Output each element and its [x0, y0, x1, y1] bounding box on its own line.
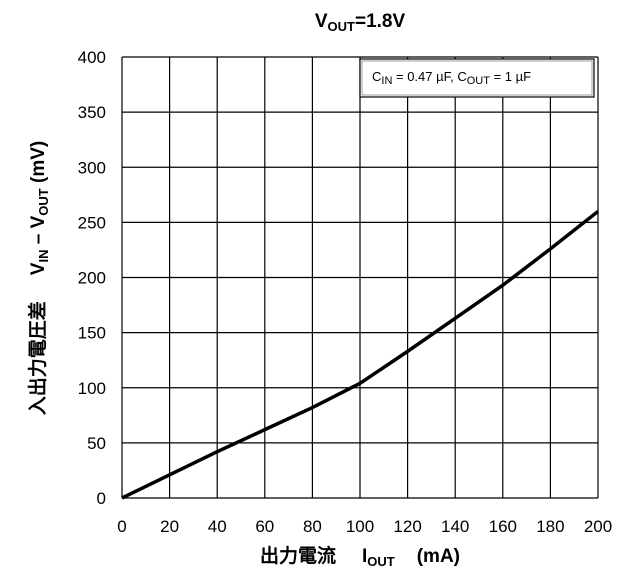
x-tick-label: 100: [346, 517, 374, 536]
data-line: [121, 209, 600, 500]
y-tick-label: 0: [97, 489, 106, 508]
annotation: CIN = 0.47 µF, COUT = 1 µF: [372, 69, 531, 87]
x-tick-label: 120: [393, 517, 421, 536]
x-tick-label: 140: [441, 517, 469, 536]
x-axis-label: 出力電流 IOUT (mA): [260, 544, 460, 569]
y-tick-label: 300: [78, 158, 106, 177]
x-tick-label: 0: [117, 517, 126, 536]
y-axis-label: 入出力電圧差VIN – VOUT (mV): [26, 141, 51, 415]
y-tick-label: 400: [78, 48, 106, 67]
annotation-box-inner: [361, 60, 593, 96]
chart-title: VOUT=1.8V: [315, 11, 406, 34]
x-tick-label: 200: [584, 517, 612, 536]
x-tick-label: 40: [208, 517, 227, 536]
x-tick-label: 180: [536, 517, 564, 536]
y-tick-label: 200: [78, 269, 106, 288]
y-tick-label: 350: [78, 103, 106, 122]
y-tick-label: 250: [78, 213, 106, 232]
x-tick-label: 60: [255, 517, 274, 536]
y-tick-label: 150: [78, 324, 106, 343]
y-tick-label: 50: [87, 434, 106, 453]
x-tick-label: 20: [160, 517, 179, 536]
y-tick-label: 100: [78, 379, 106, 398]
x-tick-label: 80: [303, 517, 322, 536]
x-tick-label: 160: [489, 517, 517, 536]
annotation-box: [359, 58, 595, 98]
